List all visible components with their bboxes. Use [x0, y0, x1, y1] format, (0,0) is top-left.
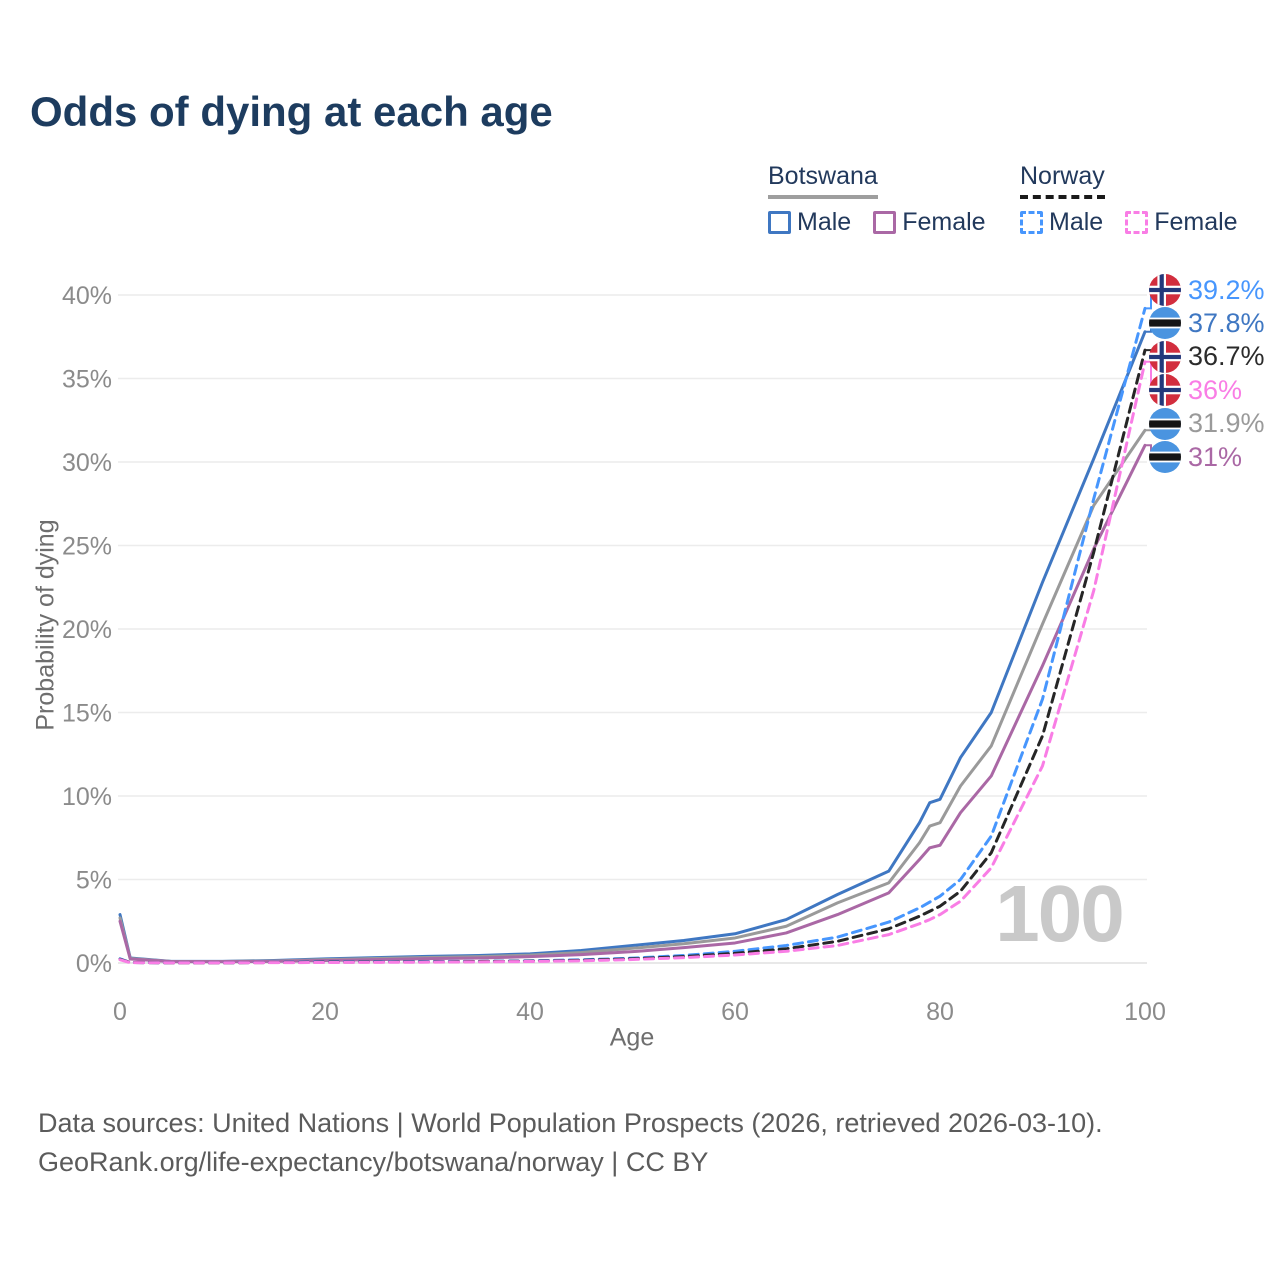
legend-group-botswana: Botswana Male Female [768, 162, 986, 237]
svg-text:40%: 40% [62, 282, 112, 310]
end-label-value: 31% [1188, 441, 1243, 472]
footer: Data sources: United Nations | World Pop… [38, 1104, 1103, 1182]
footer-attribution: GeoRank.org/life-expectancy/botswana/nor… [38, 1147, 709, 1177]
svg-text:20%: 20% [62, 616, 112, 644]
svg-text:30%: 30% [62, 449, 112, 477]
norway-flag-icon [1149, 274, 1181, 306]
legend-item-norway-male[interactable]: Male [1020, 208, 1103, 237]
botswana-flag-icon [1149, 307, 1181, 340]
svg-text:15%: 15% [62, 700, 112, 728]
svg-text:40: 40 [516, 998, 544, 1026]
svg-text:10%: 10% [62, 783, 112, 811]
end-label-value: 31.9% [1188, 408, 1265, 439]
end-label-norway-female: 36% [1149, 374, 1243, 407]
page-title: Odds of dying at each age [30, 88, 553, 135]
age-indicator-watermark: 100 [995, 869, 1124, 958]
end-label-norway-male: 39.2% [1149, 274, 1265, 306]
legend-label-botswana-male: Male [797, 208, 852, 236]
svg-text:35%: 35% [62, 366, 112, 394]
legend-group-norway: Norway Male Female [1020, 162, 1238, 237]
svg-text:20: 20 [311, 998, 339, 1026]
end-label-value: 37.8% [1188, 307, 1265, 338]
legend-label-botswana-female: Female [902, 208, 986, 236]
end-label-value: 36.7% [1188, 341, 1265, 372]
end-label-value: 36% [1188, 374, 1243, 405]
legend-item-botswana-female[interactable]: Female [873, 208, 986, 237]
end-label-value: 39.2% [1188, 274, 1265, 305]
x-axis-title: Age [609, 1023, 655, 1052]
legend-item-norway-female[interactable]: Female [1125, 208, 1238, 237]
svg-text:0: 0 [113, 998, 127, 1026]
svg-text:80: 80 [926, 998, 954, 1026]
end-label-botswana-both: 31.9% [1149, 407, 1265, 440]
svg-text:5%: 5% [76, 867, 112, 895]
botswana-flag-icon [1149, 407, 1181, 440]
end-label-norway-both: 36.7% [1149, 340, 1265, 373]
legend-items-norway: Male Female [1020, 208, 1238, 237]
svg-text:100: 100 [1124, 998, 1166, 1026]
botswana-flag-icon [1149, 441, 1181, 473]
legend-swatch-norway-female-icon [1125, 211, 1149, 234]
end-label-botswana-male: 37.8% [1149, 307, 1265, 340]
legend-item-botswana-male[interactable]: Male [768, 208, 851, 237]
legend-swatch-botswana-female-icon [873, 211, 897, 234]
svg-text:0%: 0% [76, 950, 112, 978]
footer-data-sources: Data sources: United Nations | World Pop… [38, 1108, 1103, 1138]
legend-country-botswana: Botswana [768, 162, 878, 199]
end-label-botswana-female: 31% [1149, 441, 1242, 473]
svg-text:60: 60 [721, 998, 749, 1026]
legend-country-norway: Norway [1020, 162, 1105, 199]
legend-items-botswana: Male Female [768, 208, 986, 237]
legend-label-norway-male: Male [1049, 208, 1104, 236]
svg-text:25%: 25% [62, 533, 112, 561]
legend-swatch-botswana-male-icon [768, 211, 791, 234]
y-axis-title: Probability of dying [31, 519, 60, 731]
norway-flag-icon [1149, 340, 1181, 373]
norway-flag-icon [1149, 374, 1181, 407]
legend-label-norway-female: Female [1154, 208, 1238, 236]
legend-swatch-norway-male-icon [1020, 211, 1043, 234]
